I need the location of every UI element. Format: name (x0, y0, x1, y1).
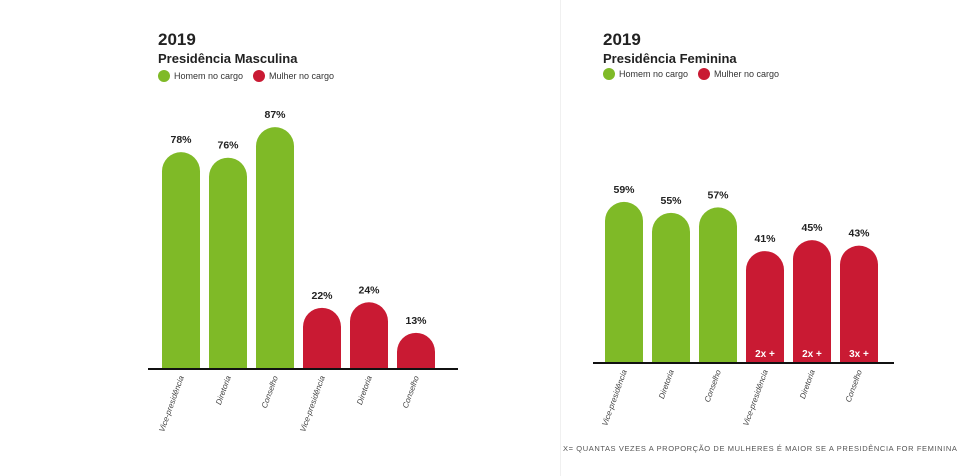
value-label: 78% (170, 134, 192, 146)
category-label: Diretoria (355, 374, 374, 406)
chart-panel-feminina: 2019 Presidência Feminina Homem no cargo… (560, 0, 967, 476)
legend-entry-mulher: Mulher no cargo (698, 68, 779, 80)
category-label: Conselho (401, 374, 421, 409)
category-label: Vice-presidência (741, 368, 770, 427)
value-label: 57% (707, 189, 729, 201)
value-label: 76% (217, 140, 239, 152)
category-label: Conselho (844, 368, 864, 403)
value-label: 22% (311, 290, 333, 302)
legend-label-mulher: Mulher no cargo (714, 69, 780, 79)
legend-swatch-homem (603, 68, 615, 80)
category-label: Diretoria (657, 368, 676, 400)
legend-entry-homem: Homem no cargo (603, 68, 688, 80)
bar-diretoria-1 (652, 212, 690, 363)
chart-title: Presidência Feminina (603, 51, 737, 66)
value-label: 24% (358, 284, 380, 296)
legend-entry-homem: Homem no cargo (158, 70, 243, 82)
value-label: 43% (848, 228, 870, 240)
category-label: Vice-presidência (157, 374, 186, 433)
chart-title: Presidência Masculina (158, 51, 298, 66)
chart-panel-masculina: 2019 Presidência Masculina Homem no carg… (148, 30, 458, 433)
category-label: Conselho (260, 374, 280, 409)
legend-swatch-homem (158, 70, 170, 82)
value-label: 59% (613, 184, 635, 196)
bar-chart-masculina: 78% Vice-presidência 76% Diretoria 87% Consel… (148, 109, 458, 433)
legend-label-homem: Homem no cargo (619, 69, 689, 79)
bar-conselho-2 (256, 127, 294, 369)
multiplier-label: 3x + (849, 349, 869, 360)
multiplier-label: 2x + (802, 349, 822, 360)
value-label: 87% (264, 109, 286, 121)
bar-diretoria-1 (209, 157, 247, 369)
legend: Homem no cargo Mulher no cargo (603, 68, 789, 80)
bar-conselho-5 (840, 245, 878, 363)
legend-entry-mulher: Mulher no cargo (253, 70, 334, 82)
footnote: X= QUANTAS VEZES A PROPORÇÃO DE MULHERES… (563, 444, 958, 453)
value-label: 13% (405, 315, 427, 327)
bar-diretoria-4 (793, 240, 831, 363)
legend-swatch-mulher (253, 70, 266, 82)
category-label: Conselho (703, 368, 723, 403)
value-label: 45% (801, 222, 823, 234)
bar-vice-presidencia-0 (162, 152, 200, 369)
bar-chart-feminina: 59% Vice-presidência 55% Diretoria 57% Consel… (593, 184, 894, 427)
bar-vice-presidencia-3 (746, 251, 784, 363)
bar-conselho-5 (397, 332, 435, 369)
chart-year: 2019 (158, 30, 196, 49)
chart-year: 2019 (603, 30, 641, 49)
value-label: 41% (754, 233, 776, 245)
legend: Homem no cargo Mulher no cargo (158, 70, 344, 82)
category-label: Vice-presidência (600, 368, 629, 427)
bar-vice-presidencia-3 (303, 307, 341, 369)
category-label: Diretoria (214, 374, 233, 406)
bar-vice-presidencia-0 (605, 201, 643, 363)
value-label: 55% (660, 195, 682, 207)
legend-label-mulher: Mulher no cargo (269, 71, 335, 81)
category-label: Vice-presidência (298, 374, 327, 433)
legend-swatch-mulher (698, 68, 711, 80)
bar-diretoria-4 (350, 302, 388, 369)
multiplier-label: 2x + (755, 349, 775, 360)
legend-label-homem: Homem no cargo (174, 71, 244, 81)
category-label: Diretoria (798, 368, 817, 400)
bar-conselho-2 (699, 207, 737, 363)
